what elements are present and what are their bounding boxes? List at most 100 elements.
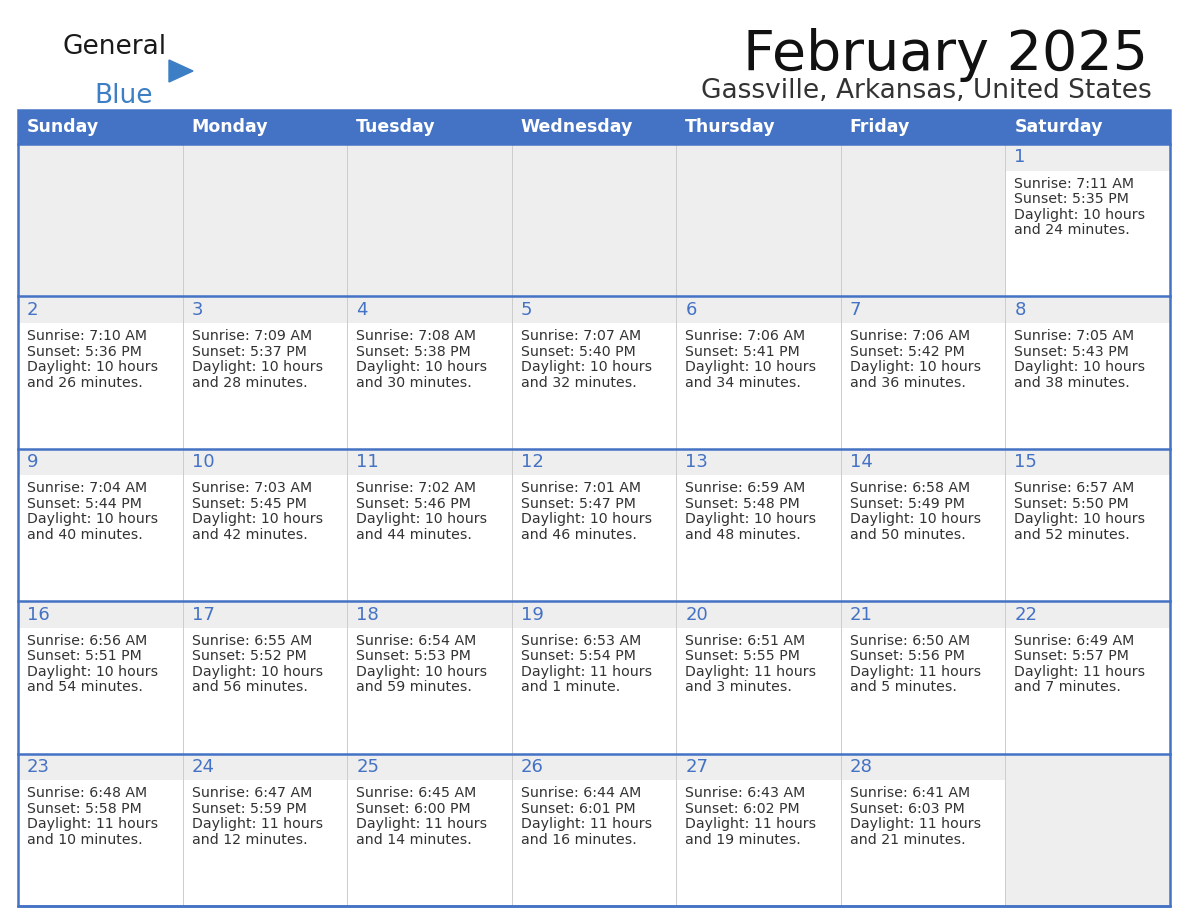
Text: 7: 7 [849,301,861,319]
Bar [347,754,512,906]
Bar [841,297,1005,323]
Bar [676,297,841,449]
Text: Saturday: Saturday [1015,118,1102,136]
Bar [676,601,841,754]
Text: Daylight: 10 hours: Daylight: 10 hours [356,665,487,679]
Bar [183,754,347,780]
Bar [183,754,347,906]
Text: 2: 2 [27,301,38,319]
Bar [347,110,512,144]
Text: Daylight: 11 hours: Daylight: 11 hours [191,817,323,832]
Text: Daylight: 11 hours: Daylight: 11 hours [1015,665,1145,679]
Text: February 2025: February 2025 [742,28,1148,82]
Text: Gassville, Arkansas, United States: Gassville, Arkansas, United States [701,78,1152,104]
Text: Sunrise: 7:04 AM: Sunrise: 7:04 AM [27,481,147,496]
Text: Sunset: 5:43 PM: Sunset: 5:43 PM [1015,344,1130,359]
Text: and 12 minutes.: and 12 minutes. [191,833,308,846]
Bar [1005,601,1170,754]
Text: and 10 minutes.: and 10 minutes. [27,833,143,846]
Text: 21: 21 [849,606,873,623]
Text: and 3 minutes.: and 3 minutes. [685,680,792,694]
Bar [18,754,183,906]
Text: Daylight: 10 hours: Daylight: 10 hours [356,360,487,374]
Text: and 26 minutes.: and 26 minutes. [27,375,143,389]
Bar [841,601,1005,754]
Bar [512,297,676,449]
Bar [183,601,347,628]
Text: Daylight: 11 hours: Daylight: 11 hours [685,817,816,832]
Text: 19: 19 [520,606,544,623]
Text: Daylight: 10 hours: Daylight: 10 hours [27,360,158,374]
Text: Daylight: 10 hours: Daylight: 10 hours [1015,360,1145,374]
Text: and 56 minutes.: and 56 minutes. [191,680,308,694]
Text: Sunrise: 7:05 AM: Sunrise: 7:05 AM [1015,329,1135,343]
Text: Sunset: 5:36 PM: Sunset: 5:36 PM [27,344,141,359]
Text: Sunset: 5:42 PM: Sunset: 5:42 PM [849,344,965,359]
Text: and 21 minutes.: and 21 minutes. [849,833,966,846]
Text: Sunset: 6:03 PM: Sunset: 6:03 PM [849,801,965,816]
Text: Daylight: 10 hours: Daylight: 10 hours [27,665,158,679]
Bar [1005,297,1170,323]
Text: Daylight: 10 hours: Daylight: 10 hours [191,665,323,679]
Text: Daylight: 11 hours: Daylight: 11 hours [520,665,652,679]
Bar [512,754,676,906]
Text: Daylight: 10 hours: Daylight: 10 hours [191,512,323,526]
Text: and 34 minutes.: and 34 minutes. [685,375,801,389]
Text: Sunset: 5:59 PM: Sunset: 5:59 PM [191,801,307,816]
Bar [183,449,347,601]
Text: 10: 10 [191,453,214,471]
Text: Monday: Monday [191,118,268,136]
Text: General: General [62,34,166,60]
Text: Sunrise: 6:45 AM: Sunrise: 6:45 AM [356,787,476,800]
Text: and 28 minutes.: and 28 minutes. [191,375,308,389]
Bar [183,110,347,144]
Text: Sunset: 5:54 PM: Sunset: 5:54 PM [520,649,636,664]
Text: Sunrise: 6:56 AM: Sunrise: 6:56 AM [27,633,147,648]
Text: Sunrise: 6:51 AM: Sunrise: 6:51 AM [685,633,805,648]
Bar [676,144,841,297]
Bar [347,144,512,297]
Bar [512,754,676,780]
Bar [512,110,676,144]
Bar [18,601,183,628]
Text: 6: 6 [685,301,696,319]
Text: and 40 minutes.: and 40 minutes. [27,528,143,542]
Bar [183,297,347,449]
Bar [347,601,512,754]
Text: and 32 minutes.: and 32 minutes. [520,375,637,389]
Bar [347,601,512,628]
Text: and 50 minutes.: and 50 minutes. [849,528,966,542]
Text: and 54 minutes.: and 54 minutes. [27,680,143,694]
Text: Sunrise: 6:58 AM: Sunrise: 6:58 AM [849,481,969,496]
Bar [18,754,183,780]
Text: 16: 16 [27,606,50,623]
Bar [512,601,676,628]
Bar [841,297,1005,449]
Bar [676,297,841,323]
Bar [1005,110,1170,144]
Bar [1005,144,1170,171]
Bar [841,601,1005,628]
Text: Sunset: 5:52 PM: Sunset: 5:52 PM [191,649,307,664]
Bar [1005,144,1170,297]
Text: Sunrise: 7:11 AM: Sunrise: 7:11 AM [1015,176,1135,191]
Bar [841,754,1005,780]
Text: Daylight: 10 hours: Daylight: 10 hours [520,512,652,526]
Text: Sunset: 5:58 PM: Sunset: 5:58 PM [27,801,141,816]
Bar [841,449,1005,601]
Text: 9: 9 [27,453,38,471]
Bar [841,110,1005,144]
Text: 14: 14 [849,453,873,471]
Text: Sunrise: 7:07 AM: Sunrise: 7:07 AM [520,329,640,343]
Text: Sunset: 5:55 PM: Sunset: 5:55 PM [685,649,801,664]
Text: 3: 3 [191,301,203,319]
Text: 25: 25 [356,758,379,776]
Bar [676,754,841,780]
Text: Daylight: 10 hours: Daylight: 10 hours [27,512,158,526]
Text: Daylight: 10 hours: Daylight: 10 hours [520,360,652,374]
Text: Sunset: 5:56 PM: Sunset: 5:56 PM [849,649,965,664]
Text: 8: 8 [1015,301,1025,319]
Text: and 52 minutes.: and 52 minutes. [1015,528,1130,542]
Text: Daylight: 10 hours: Daylight: 10 hours [685,360,816,374]
Text: Sunset: 6:02 PM: Sunset: 6:02 PM [685,801,800,816]
